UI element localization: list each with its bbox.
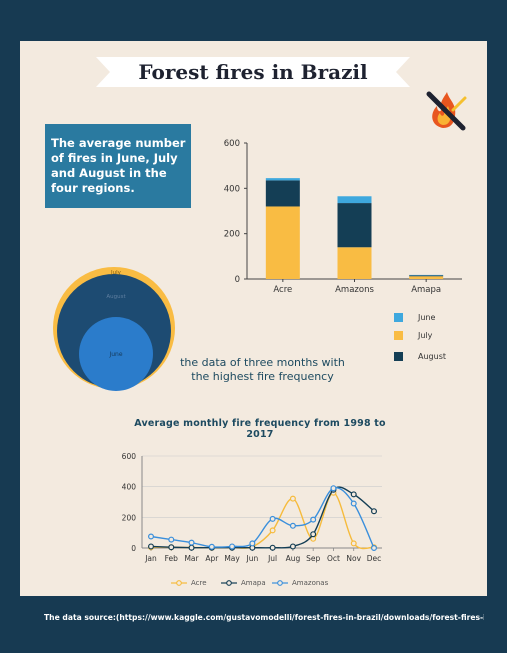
line-legend-item: Amazonas (271, 579, 328, 587)
legend-label: Amapa (241, 579, 266, 587)
point-amazonas (189, 540, 194, 545)
bar-y-tick-label: 600 (224, 139, 240, 149)
line-x-label: Jun (246, 554, 259, 563)
bar-july-acre (266, 206, 300, 279)
line-x-label: Feb (165, 554, 179, 563)
point-amapa (270, 545, 275, 550)
line-x-label: Dec (367, 554, 382, 563)
bar-y-tick-label: 200 (224, 230, 240, 240)
point-amapa (291, 544, 296, 549)
callout-text: The average number of fires in June, Jul… (51, 136, 191, 196)
line-x-label: Jul (267, 554, 277, 563)
line-legend-item: Acre (170, 579, 207, 587)
line-y-tick-label: 200 (122, 513, 137, 522)
monthly-line-chart: 0 200 400 600 Jan Feb Mar Apr May Jun Jul Aug Sep Oc… (110, 448, 395, 573)
line-chart-title: Average monthly fire frequency from 1998… (120, 418, 400, 440)
point-amazonas (250, 541, 255, 546)
point-acre (270, 528, 275, 533)
legend-label: Acre (191, 579, 207, 587)
data-source-text: The data source:(https://www.kaggle.com/… (44, 613, 484, 622)
legend-marker (170, 579, 188, 587)
point-amazonas (230, 544, 235, 549)
bar-july-amapa (409, 276, 443, 279)
legend-marker (220, 579, 238, 587)
point-amazonas (331, 486, 336, 491)
point-amazonas (270, 516, 275, 521)
bar-august-amazons (338, 203, 372, 247)
legend-label: Amazonas (292, 579, 328, 587)
point-amapa (311, 532, 316, 537)
circle-label-july: July (110, 270, 122, 276)
point-amapa (149, 544, 154, 549)
line-x-label: Aug (286, 554, 301, 563)
point-amazonas (311, 517, 316, 522)
point-amapa (351, 492, 356, 497)
bar-august-acre (266, 180, 300, 206)
point-amazonas (209, 544, 214, 549)
no-fire-icon (423, 88, 469, 134)
bar-july-amazons (338, 247, 372, 279)
bar-x-label: Acre (273, 285, 292, 295)
point-amazonas (169, 537, 174, 542)
point-amazonas (372, 546, 377, 551)
bar-y-tick-label: 400 (224, 184, 240, 194)
point-amapa (189, 545, 194, 550)
page-title: Forest fires in Brazil (96, 57, 410, 87)
bar-x-label: Amazons (335, 285, 374, 295)
line-x-label: Oct (327, 554, 340, 563)
circle-caption: the data of three months with the highes… (180, 356, 345, 384)
legend-swatch (394, 313, 403, 322)
point-acre (351, 541, 356, 546)
line-y-tick-label: 400 (122, 483, 137, 492)
line-x-label: May (224, 554, 240, 563)
point-amazonas (291, 523, 296, 528)
bar-august-amapa (409, 275, 443, 276)
line-amazonas (151, 488, 374, 548)
circle-label-june: June (108, 351, 122, 358)
bar-june-acre (266, 178, 300, 180)
point-amapa (169, 545, 174, 550)
line-legend-item: Amapa (220, 579, 266, 587)
bar-june-amazons (338, 196, 372, 203)
circle-label-august: August (106, 294, 126, 300)
nested-circles: July August June (52, 266, 176, 392)
line-acre (151, 493, 374, 549)
point-amazonas (149, 534, 154, 539)
bar-x-label: Amapa (411, 285, 441, 295)
bar-y-tick-label: 0 (235, 275, 240, 285)
point-acre (291, 496, 296, 501)
line-x-label: Sep (306, 554, 320, 563)
legend-marker (271, 579, 289, 587)
point-amazonas (351, 501, 356, 506)
point-amapa (372, 509, 377, 514)
legend-label: August (418, 352, 446, 361)
legend-swatch (394, 352, 403, 361)
line-x-label: Apr (205, 554, 219, 563)
line-y-tick-label: 0 (131, 544, 136, 553)
line-x-label: Jan (144, 554, 157, 563)
legend-swatch (394, 331, 403, 340)
line-y-tick-label: 600 (122, 452, 137, 461)
legend-label: July (418, 331, 432, 340)
line-x-label: Mar (184, 554, 199, 563)
legend-label: June (418, 313, 435, 322)
line-x-label: Nov (346, 554, 361, 563)
stacked-bar-chart: 0 200 400 600 Acre Amazons Amapa (200, 130, 470, 305)
